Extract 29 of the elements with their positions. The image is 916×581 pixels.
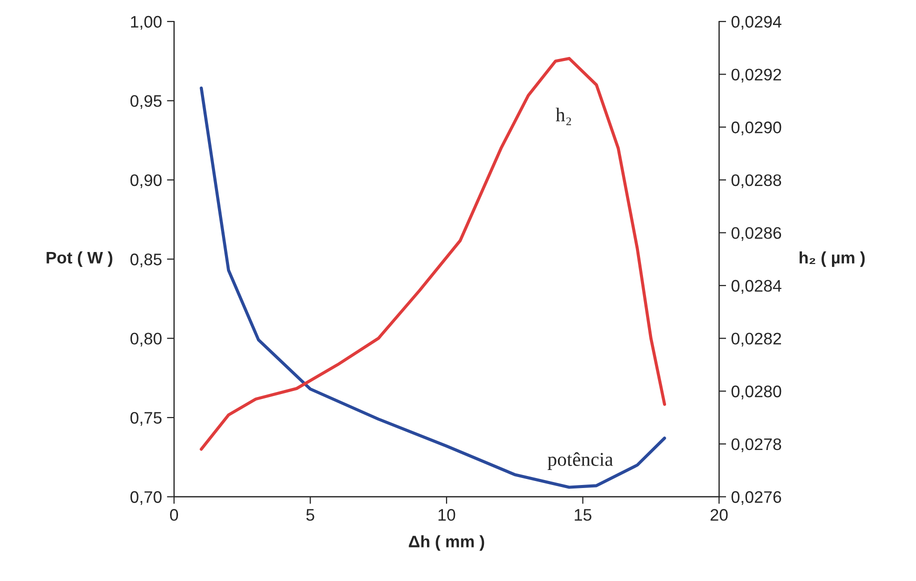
y2-tick-label: 0,0290: [732, 122, 782, 136]
y2-tick-label: 0,0280: [732, 386, 782, 400]
line-series: [200, 86, 666, 489]
y2-tick-label: 0,0292: [732, 68, 782, 82]
y2-tick-label: 0,0282: [732, 332, 782, 347]
y2-tick-label: 0,0286: [732, 227, 782, 241]
line-series: [200, 56, 666, 451]
y-tick-label: 0,75: [130, 412, 162, 426]
y2-tick-label: 0,0276: [732, 491, 782, 505]
y2-tick-label: 0,0278: [732, 438, 782, 452]
y-tick-label: 0,95: [130, 95, 162, 109]
y2-tick-label: 0,0294: [732, 16, 782, 30]
series-label: potência: [548, 452, 613, 470]
y-tick-label: 1,00: [131, 16, 162, 30]
y-tick-label: 0,70: [130, 491, 162, 505]
x-tick-label: 5: [306, 509, 314, 521]
y2-tick-label: 0,0284: [732, 280, 782, 294]
y-tick-label: 0,80: [130, 332, 162, 347]
y-tick-label: 0,85: [130, 254, 162, 268]
x-axis-title: Δh ( mm ): [408, 535, 484, 551]
y-axis-title: Pot ( W ): [46, 251, 112, 267]
x-tick-label: 15: [574, 509, 592, 521]
series-label: h₂: [556, 108, 571, 126]
x-tick-label: 20: [710, 509, 728, 521]
y2-axis-title: h₂ ( µm ): [800, 251, 865, 267]
x-tick-label: 0: [170, 509, 178, 521]
y2-tick-label: 0,0288: [732, 174, 782, 188]
y-tick-label: 0,90: [130, 174, 162, 188]
x-tick-label: 10: [438, 509, 456, 521]
